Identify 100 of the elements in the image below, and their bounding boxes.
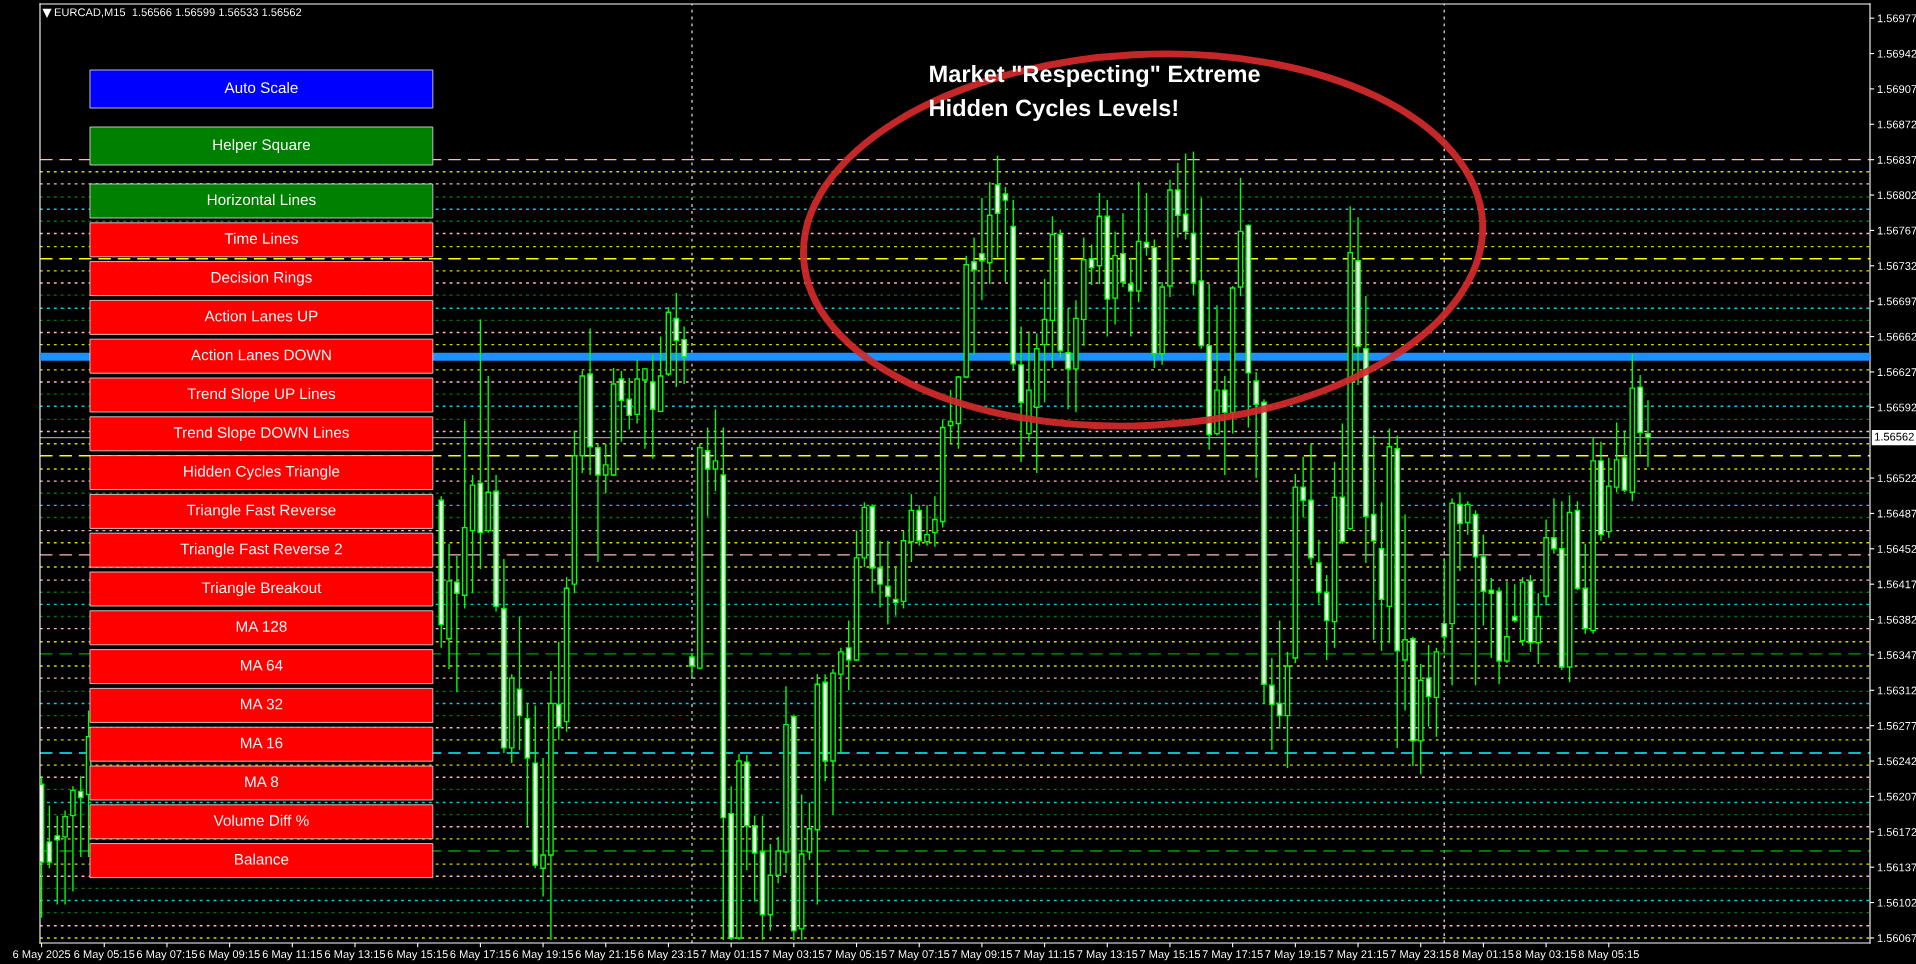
category-label: MA 16 [241,737,283,749]
y-tick-label: 1.56802 [1877,191,1916,200]
candlestick [642,367,648,450]
candlestick [1464,500,1471,536]
category-label: Volume Diff % [213,814,309,826]
ref-line-label: 1.56562 [1875,432,1914,441]
candlestick [681,325,687,385]
candlestick [540,757,546,898]
y-tick-label: 1.56347 [1877,651,1916,660]
x-tick-label: 6 May 11:15 [262,950,323,961]
candlestick [1300,456,1307,519]
candlestick [979,197,985,301]
candlestick [602,442,609,494]
y-tick-label: 1.56242 [1877,757,1916,766]
category-label: MA 8 [245,776,279,788]
candlestick [54,814,61,906]
candlestick [1221,375,1228,476]
annotation: Market "Respecting" Extreme [930,64,1260,88]
x-tick-label: 7 May 01:15 [701,950,762,961]
y-tick-label: 1.56522 [1877,474,1916,483]
category-label: Triangle Fast Reverse 2 [180,543,342,558]
y-tick-label: 1.56312 [1877,686,1916,695]
y-tick-label: 1.56627 [1877,368,1916,377]
y-tick-label: 1.56942 [1877,49,1916,58]
candlestick [1511,583,1518,624]
candlestick [77,775,84,858]
x-tick-label: 7 May 15:15 [1139,950,1201,961]
x-tick-label: 8 May 05:15 [1578,950,1639,961]
category-label: Auto Scale [224,81,298,94]
candlestick [1253,371,1260,479]
x-tick-label: 7 May 17:15 [1202,950,1263,961]
candlestick [1065,307,1071,411]
category-label: Helper Square [213,138,310,154]
category-label: Action Lanes DOWN [190,349,331,361]
candlestick [555,641,562,741]
x-tick-label: 6 May 17:15 [450,950,511,961]
x-tick-label: 6 May 19:15 [513,950,574,961]
chart-title: EURCAD,M15 1.56566 1.56599 1.56533 1.56562 [54,8,302,18]
candlestick [1127,257,1134,338]
x-tick-label: 7 May 21:15 [1328,950,1389,961]
x-tick-label: 7 May 11:15 [1015,950,1075,961]
candlestick [885,540,891,626]
category-label: Balance [235,853,289,865]
y-tick-label: 1.56067 [1877,934,1916,943]
x-tick-label: 6 May 15:15 [387,950,448,961]
y-tick-label: 1.56207 [1877,792,1916,801]
x-tick-label: 7 May 03:15 [763,950,824,961]
y-tick-label: 1.56592 [1877,403,1916,412]
candlestick [1551,497,1557,555]
candlestick [1441,558,1448,654]
candlestick [626,377,633,431]
y-tick-label: 1.56277 [1877,721,1916,730]
x-tick-label: 8 May 03:15 [1516,950,1577,961]
x-tick-label: 6 May 05:15 [74,950,135,961]
category-label: Hidden Cycles Triangle [184,465,340,480]
candlestick [1425,644,1432,728]
y-tick-label: 1.56452 [1877,545,1916,553]
x-tick-label: 7 May 19:15 [1265,950,1326,961]
candlestick [46,804,53,869]
x-tick-label: 6 May 21:15 [575,950,636,961]
y-tick-label: 1.56102 [1877,898,1916,907]
category-label: Trend Slope DOWN Lines [173,426,349,441]
candlestick [1268,657,1275,751]
candlestick [838,647,844,754]
y-tick-label: 1.56732 [1877,262,1916,270]
x-tick-label: 6 May 2025 [13,950,71,961]
candlestick [673,292,680,388]
category-label: Triangle Breakout [201,581,322,597]
candlestick [618,370,625,443]
x-tick-label: 8 May 01:15 [1453,950,1514,961]
x-tick-label: 7 May 07:15 [889,950,950,961]
candlestick [1457,491,1463,572]
candlestick [845,619,852,692]
x-tick-label: 6 May 13:15 [325,950,386,961]
candlestick [1402,513,1408,712]
candlestick [971,236,977,356]
candlestick [806,801,813,861]
y-tick-label: 1.56872 [1877,120,1916,129]
candlestick [1645,399,1651,468]
category-label: Decision Rings [211,271,312,286]
x-tick-label: 7 May 13:15 [1077,950,1138,961]
candlestick [932,495,938,548]
category-label: Trend Slope UP Lines [187,387,336,403]
candlestick [892,566,899,617]
y-tick-label: 1.56417 [1877,580,1916,589]
y-tick-label: 1.56837 [1877,155,1916,164]
candlestick [877,540,883,609]
y-tick-label: 1.56487 [1877,509,1916,518]
x-tick-label: 6 May 07:15 [136,950,198,961]
y-tick-label: 1.56137 [1877,863,1916,872]
candlestick [1488,577,1495,659]
y-tick-label: 1.56662 [1877,332,1916,341]
y-tick-label: 1.56697 [1877,297,1916,306]
y-tick-label: 1.56907 [1877,85,1916,94]
category-label: MA 128 [236,621,287,632]
y-tick-label: 1.56767 [1877,226,1916,235]
category-label: MA 64 [241,659,283,671]
candlestick [1002,186,1009,283]
candlestick [1088,243,1095,286]
category-label: MA 32 [241,698,283,710]
